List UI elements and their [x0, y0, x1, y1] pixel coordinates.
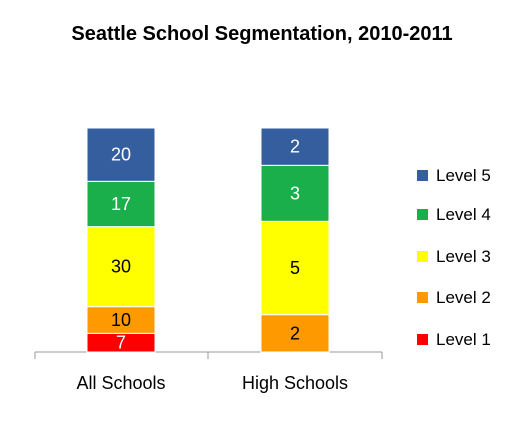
legend: Level 5 Level 4 Level 3 Level 2 Level 1 [417, 166, 491, 349]
legend-label: Level 4 [436, 205, 491, 224]
data-label: 2 [290, 323, 300, 343]
data-label: 3 [290, 183, 300, 203]
data-label: 5 [290, 258, 300, 278]
bar-segment [260, 127, 330, 166]
data-label: 7 [116, 333, 126, 353]
category-label: All Schools [76, 373, 165, 393]
legend-swatch [417, 170, 428, 181]
legend-label: Level 2 [436, 288, 491, 307]
bar-segment [86, 180, 156, 228]
bar-segment [260, 220, 330, 316]
data-label: 10 [111, 310, 131, 330]
legend-swatch [417, 251, 428, 262]
data-label: 20 [111, 145, 131, 165]
bars-group: 7 10 30 17 20 2 5 3 2 [86, 127, 330, 353]
bar-segment [86, 226, 156, 308]
legend-swatch [417, 292, 428, 303]
bar-segment [260, 164, 330, 222]
bar-segment [260, 314, 330, 353]
data-label: 30 [111, 257, 131, 277]
category-labels: All Schools High Schools [76, 373, 348, 393]
data-label: 2 [290, 137, 300, 157]
legend-label: Level 5 [436, 166, 491, 185]
bar-segment [86, 306, 156, 334]
legend-swatch [417, 334, 428, 345]
legend-swatch [417, 209, 428, 220]
chart-title: Seattle School Segmentation, 2010-2011 [71, 23, 452, 45]
bar-segment [86, 127, 156, 182]
category-label: High Schools [242, 373, 348, 393]
legend-label: Level 3 [436, 247, 491, 266]
data-label: 17 [111, 194, 131, 214]
legend-label: Level 1 [436, 330, 491, 349]
